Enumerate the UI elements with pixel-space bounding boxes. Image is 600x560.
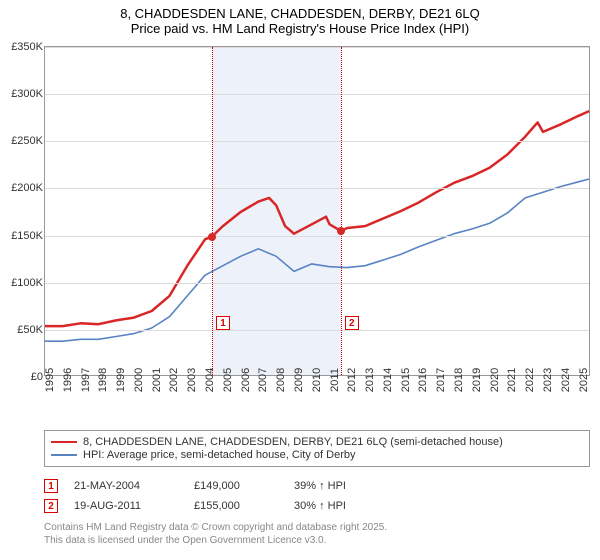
transaction-hpi-delta: 39% ↑ HPI bbox=[294, 480, 394, 492]
transaction-marker-badge: 1 bbox=[44, 479, 58, 493]
series-dot bbox=[208, 233, 216, 241]
price-chart-container: 8, CHADDESDEN LANE, CHADDESDEN, DERBY, D… bbox=[0, 0, 600, 560]
chart-marker-line bbox=[341, 47, 342, 375]
series-dot bbox=[337, 227, 345, 235]
chart-title-block: 8, CHADDESDEN LANE, CHADDESDEN, DERBY, D… bbox=[0, 0, 600, 36]
y-axis-label: £100K bbox=[3, 277, 43, 289]
y-axis-label: £150K bbox=[3, 230, 43, 242]
transaction-date: 21-MAY-2004 bbox=[74, 480, 194, 492]
transactions-table: 1 21-MAY-2004 £149,000 39% ↑ HPI 2 19-AU… bbox=[44, 476, 590, 516]
y-axis-label: £0 bbox=[3, 371, 43, 383]
series-line-price_paid bbox=[45, 111, 589, 326]
transaction-row: 2 19-AUG-2011 £155,000 30% ↑ HPI bbox=[44, 496, 590, 516]
chart-marker-badge: 2 bbox=[345, 316, 359, 330]
transaction-row: 1 21-MAY-2004 £149,000 39% ↑ HPI bbox=[44, 476, 590, 496]
transaction-price: £149,000 bbox=[194, 480, 294, 492]
chart-marker-line bbox=[212, 47, 213, 375]
legend-label: 8, CHADDESDEN LANE, CHADDESDEN, DERBY, D… bbox=[83, 436, 503, 448]
chart-lines-svg bbox=[45, 47, 591, 377]
legend-label: HPI: Average price, semi-detached house,… bbox=[83, 449, 356, 461]
legend-swatch bbox=[51, 441, 77, 444]
legend-item: 8, CHADDESDEN LANE, CHADDESDEN, DERBY, D… bbox=[51, 436, 583, 448]
legend-swatch bbox=[51, 454, 77, 456]
chart-title-address: 8, CHADDESDEN LANE, CHADDESDEN, DERBY, D… bbox=[0, 6, 600, 21]
y-axis-label: £250K bbox=[3, 135, 43, 147]
y-axis-label: £200K bbox=[3, 182, 43, 194]
series-line-hpi bbox=[45, 179, 589, 341]
transaction-marker-badge: 2 bbox=[44, 499, 58, 513]
legend-item: HPI: Average price, semi-detached house,… bbox=[51, 449, 583, 461]
chart-marker-badge: 1 bbox=[216, 316, 230, 330]
chart-area: £0£50K£100K£150K£200K£250K£300K£350K12 1… bbox=[44, 46, 590, 398]
footer-copyright: Contains HM Land Registry data © Crown c… bbox=[44, 522, 590, 535]
y-axis-label: £300K bbox=[3, 88, 43, 100]
chart-subtitle: Price paid vs. HM Land Registry's House … bbox=[0, 21, 600, 36]
x-axis-label: 2025 bbox=[578, 368, 600, 392]
y-axis-label: £50K bbox=[3, 324, 43, 336]
chart-plot: £0£50K£100K£150K£200K£250K£300K£350K12 bbox=[44, 46, 590, 376]
footer-licence: This data is licensed under the Open Gov… bbox=[44, 535, 590, 548]
y-axis-label: £350K bbox=[3, 41, 43, 53]
transaction-hpi-delta: 30% ↑ HPI bbox=[294, 500, 394, 512]
transaction-price: £155,000 bbox=[194, 500, 294, 512]
transaction-date: 19-AUG-2011 bbox=[74, 500, 194, 512]
chart-footer: Contains HM Land Registry data © Crown c… bbox=[44, 522, 590, 547]
chart-legend: 8, CHADDESDEN LANE, CHADDESDEN, DERBY, D… bbox=[44, 430, 590, 467]
